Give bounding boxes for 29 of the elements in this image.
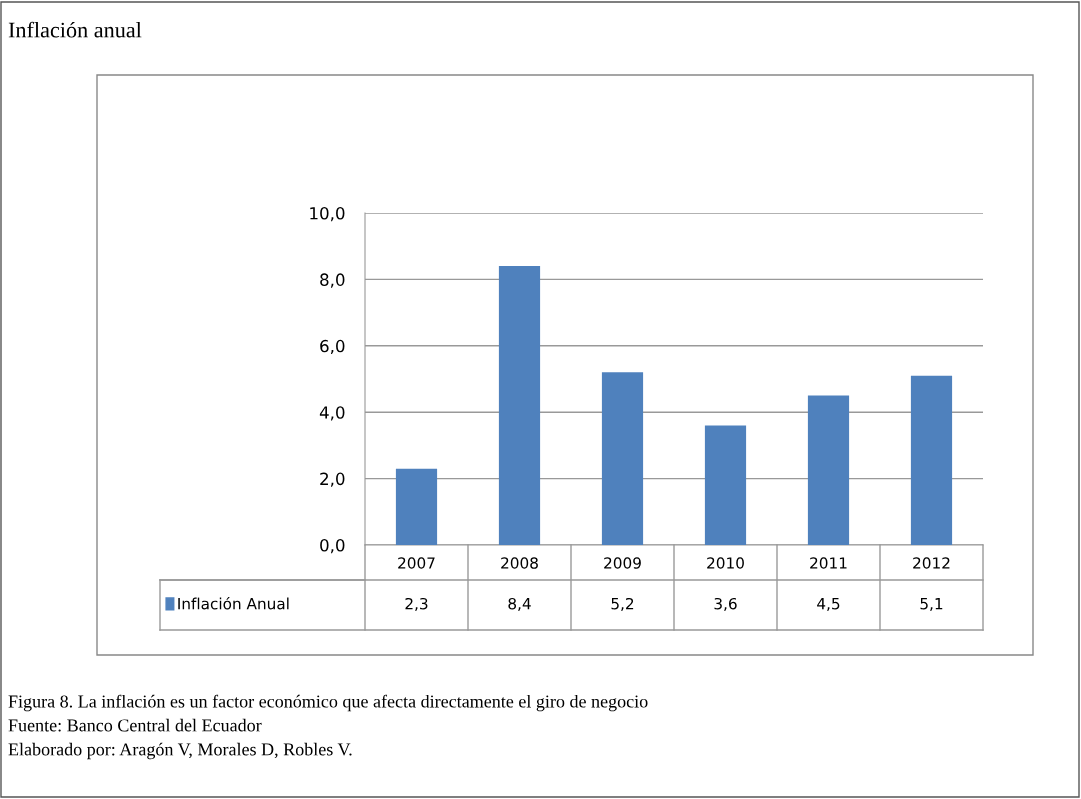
y-tick-label: 6,0 (320, 339, 345, 355)
y-tick-label: 10,0 (310, 206, 345, 222)
data-label: 5,2 (611, 597, 634, 611)
bar (704, 425, 747, 545)
y-tick-label: 8,0 (320, 273, 345, 288)
bar (395, 468, 438, 545)
y-tick-label: 4,0 (319, 406, 345, 421)
x-tick-label: 2012 (913, 557, 950, 569)
bar (910, 375, 953, 545)
bar (601, 372, 644, 545)
x-tick-label: 2010 (707, 557, 744, 569)
data-label: 3,6 (714, 597, 737, 611)
x-tick-label: 2011 (810, 557, 847, 569)
data-label: 2,3 (405, 597, 428, 611)
data-label: 5,1 (920, 598, 943, 611)
y-tick-label: 2,0 (320, 472, 345, 487)
bar (498, 266, 541, 545)
bar (807, 395, 850, 545)
text: Inflación anual (8, 21, 142, 38)
x-tick-label: 2009 (604, 557, 641, 569)
legend-label: Inflación Anual (178, 597, 289, 610)
source-note: Fuente: Banco Central del Ecuador (8, 718, 262, 732)
x-tick-label: 2008 (501, 557, 538, 569)
x-tick-label: 2007 (398, 557, 435, 569)
data-label: 4,5 (817, 598, 840, 611)
text: Elaborado por: Aragón V, Morales D, Robles V. (8, 742, 352, 760)
text: Figura 8. La inflación es un factor económico que afecta directamente el giro de negocio (8, 694, 648, 712)
y-tick-label: 0,0 (320, 538, 345, 554)
data-label: 8,4 (508, 597, 531, 611)
